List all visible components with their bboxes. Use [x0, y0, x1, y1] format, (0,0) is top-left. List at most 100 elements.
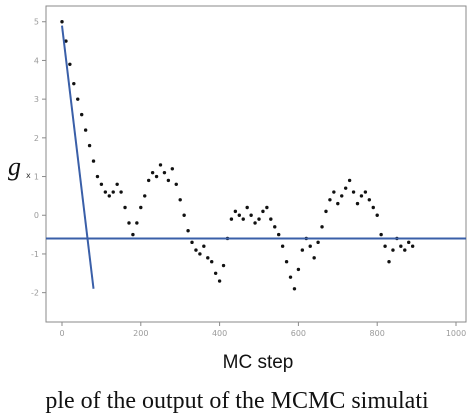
data-point: [139, 205, 143, 210]
data-point: [115, 182, 119, 186]
data-point: [241, 217, 245, 221]
data-point: [363, 190, 368, 194]
data-point: [194, 248, 198, 252]
data-point: [284, 259, 289, 264]
y-tick-label: 5: [34, 18, 39, 27]
decline-line: [61, 25, 95, 289]
data-point: [158, 163, 163, 167]
data-point: [210, 259, 214, 264]
data-point: [387, 259, 391, 264]
data-point: [292, 287, 297, 291]
y-tick-label: -2: [31, 289, 39, 298]
trace-points: [60, 20, 415, 291]
data-point: [127, 221, 131, 225]
x-tick-label: 400: [212, 329, 227, 338]
data-point: [351, 190, 356, 194]
data-point: [332, 190, 336, 194]
data-point: [221, 263, 226, 268]
plot-frame: [45, 5, 467, 323]
data-point: [265, 205, 269, 210]
data-point: [154, 174, 159, 179]
data-point: [83, 128, 88, 132]
data-point: [280, 244, 285, 248]
data-point: [229, 217, 234, 221]
data-point: [261, 209, 265, 214]
data-point: [103, 190, 108, 194]
data-point: [119, 190, 123, 194]
data-point: [123, 205, 127, 210]
data-point: [336, 201, 340, 206]
data-point: [371, 205, 375, 210]
data-point: [296, 267, 301, 272]
data-point: [131, 232, 135, 237]
data-point: [257, 217, 261, 221]
data-point: [312, 256, 316, 260]
data-point: [383, 244, 387, 248]
data-point: [375, 213, 379, 217]
data-point: [233, 209, 238, 214]
data-point: [347, 178, 352, 183]
y-tick-label: 2: [34, 134, 39, 143]
data-point: [391, 248, 395, 252]
fit-lines: [46, 25, 466, 289]
data-point: [407, 240, 411, 245]
data-point: [162, 170, 167, 175]
y-tick-label: 4: [34, 56, 39, 65]
y-tick-label: 1: [34, 173, 39, 182]
data-point: [367, 198, 372, 202]
data-point: [198, 252, 202, 256]
y-tick-label: 3: [34, 95, 39, 104]
data-point: [182, 213, 186, 217]
data-point: [107, 194, 111, 198]
data-point: [150, 170, 155, 175]
data-point: [399, 244, 403, 248]
x-tick-label: 600: [291, 329, 306, 338]
x-tick-label: 1000: [446, 329, 466, 338]
data-point: [316, 240, 320, 245]
y-axis-ticks: -2 -1 0 1 2 3 4 5: [31, 18, 46, 298]
data-point: [273, 225, 277, 229]
data-point: [64, 39, 68, 43]
data-point: [355, 201, 360, 206]
data-point: [288, 275, 293, 279]
data-point: [324, 209, 328, 214]
y-axis-title: g: [8, 152, 21, 181]
data-point: [343, 186, 348, 190]
y-tick-label: -1: [31, 250, 39, 259]
caption-fragment: ple of the output of the MCMC simulati: [45, 388, 429, 413]
data-point: [328, 198, 332, 202]
data-point: [186, 229, 190, 233]
data-point: [143, 194, 147, 198]
x-tick-label: 0: [59, 329, 64, 338]
data-point: [80, 112, 84, 117]
y-axis-title-subscript: x: [26, 171, 31, 180]
data-point: [87, 143, 92, 148]
data-point: [300, 248, 305, 252]
data-point: [178, 198, 182, 202]
x-axis-title: MC step: [223, 352, 294, 373]
data-point: [237, 213, 241, 217]
data-point: [135, 221, 139, 225]
data-point: [170, 167, 175, 171]
data-point: [190, 240, 194, 245]
data-point: [217, 279, 222, 283]
x-tick-label: 200: [133, 329, 148, 338]
data-point: [308, 244, 312, 248]
data-point: [403, 248, 407, 252]
data-point: [277, 232, 281, 237]
data-point: [111, 190, 115, 194]
data-point: [320, 225, 324, 229]
x-axis-ticks: 0 200 400 600 800 1000: [59, 322, 466, 338]
data-point: [68, 62, 72, 67]
data-point: [410, 244, 415, 248]
data-point: [359, 194, 364, 198]
data-point: [91, 159, 96, 163]
data-point: [95, 174, 100, 179]
data-point: [202, 244, 206, 248]
axes: [45, 5, 467, 323]
y-tick-label: 0: [34, 211, 39, 220]
data-point: [76, 97, 80, 101]
data-point: [60, 20, 64, 24]
data-point: [146, 178, 151, 183]
